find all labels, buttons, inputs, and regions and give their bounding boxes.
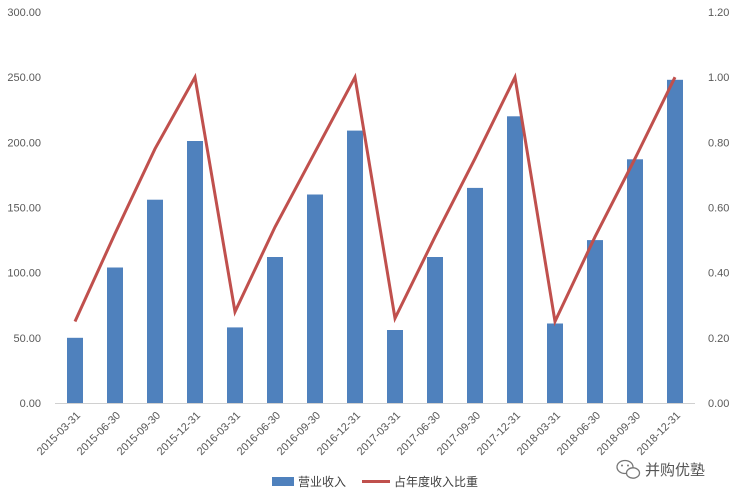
left-tick-label: 200.00 — [7, 137, 41, 149]
bar-2017-03-31 — [387, 330, 403, 403]
watermark-text: 并购优塾 — [645, 461, 705, 479]
bar-2016-12-31 — [347, 130, 363, 403]
bar-2017-06-30 — [427, 257, 443, 403]
left-tick-label: 50.00 — [13, 333, 41, 345]
bar-2016-03-31 — [227, 327, 243, 403]
ratio-line — [73, 72, 677, 327]
right-tick-label: 0.60 — [708, 203, 729, 215]
right-tick-label: 1.20 — [708, 7, 729, 19]
legend-item-revenue: 营业收入 — [272, 475, 346, 489]
bar-series-layer — [67, 79, 683, 404]
left-tick-label: 250.00 — [7, 72, 41, 84]
left-tick-label: 100.00 — [7, 268, 41, 280]
watermark: 并购优塾 — [616, 459, 705, 479]
bar-2018-06-30 — [587, 240, 603, 403]
line-series-layer — [73, 72, 677, 327]
bar-2015-09-30 — [147, 199, 163, 403]
bar-2016-06-30 — [267, 257, 283, 403]
legend-item-ratio: 占年度收入比重 — [362, 474, 478, 489]
legend-bar-swatch — [272, 477, 294, 486]
bar-2015-06-30 — [107, 267, 123, 403]
left-tick-label: 0.00 — [20, 398, 41, 410]
right-tick-label: 0.80 — [708, 137, 729, 149]
bar-2018-09-30 — [627, 159, 643, 403]
bar-2015-03-31 — [67, 337, 83, 403]
legend-label-ratio: 占年度收入比重 — [394, 474, 478, 489]
legend-label-revenue: 营业收入 — [298, 475, 346, 489]
left-tick-label: 300.00 — [7, 7, 41, 19]
bar-2017-12-31 — [507, 116, 523, 404]
x-tick-label: 2018-12-31 — [635, 410, 683, 458]
wechat-icon — [616, 459, 641, 479]
bar-2018-12-31 — [667, 79, 683, 404]
legend: 营业收入 占年度收入比重 — [272, 474, 478, 489]
bar-2015-12-31 — [187, 141, 203, 403]
bar-2016-09-30 — [307, 194, 323, 403]
right-tick-label: 0.00 — [708, 398, 729, 410]
right-axis-ticks: 0.00 0.20 0.40 0.60 0.80 1.00 1.20 — [708, 7, 729, 410]
bar-2017-09-30 — [467, 187, 483, 403]
right-tick-label: 0.40 — [708, 268, 729, 280]
right-tick-label: 1.00 — [708, 72, 729, 84]
left-tick-label: 150.00 — [7, 203, 41, 215]
right-tick-label: 0.20 — [708, 333, 729, 345]
x-axis-ticks: 2015-03-312015-06-302015-09-302015-12-31… — [35, 410, 683, 458]
bar-2018-03-31 — [547, 323, 563, 403]
left-axis-ticks: 0.00 50.00 100.00 150.00 200.00 250.00 300.00 — [7, 7, 41, 410]
